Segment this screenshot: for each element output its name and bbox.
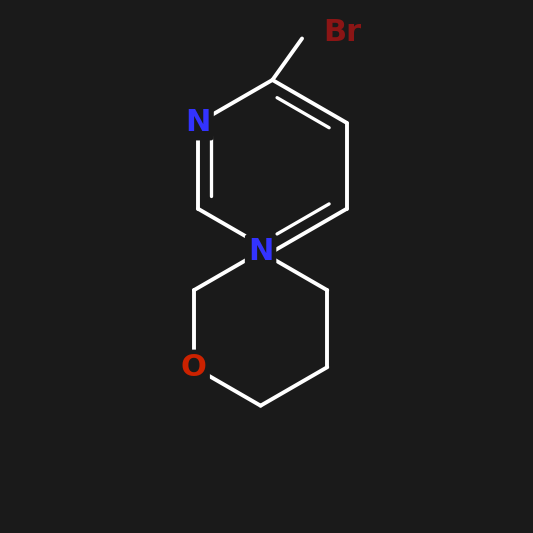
Text: N: N [248,237,273,266]
Text: N: N [185,108,211,138]
Text: Br: Br [323,18,361,47]
Text: O: O [181,353,207,382]
